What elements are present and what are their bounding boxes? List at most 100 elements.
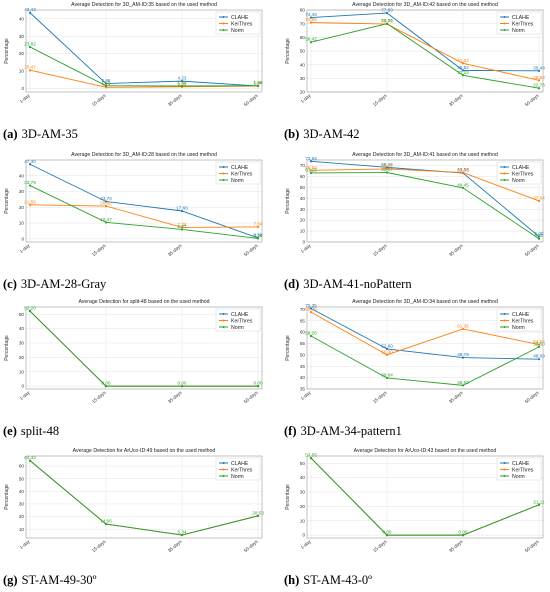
y-tick-label: 40 <box>19 489 25 494</box>
data-point <box>385 376 389 380</box>
data-label: 22.76 <box>533 83 545 88</box>
data-label: 28.53 <box>533 75 545 80</box>
x-tick-label: 35-days <box>167 538 183 553</box>
y-tick-label: 30 <box>300 490 306 495</box>
y-tick-label: 10 <box>19 69 25 74</box>
data-point <box>28 11 32 14</box>
y-tick-label: 40 <box>300 62 306 67</box>
y-tick-label: 20 <box>300 90 306 95</box>
figure-caption: (e) split-48 <box>3 424 59 439</box>
data-label: 10.47 <box>24 65 36 70</box>
legend-entry: Norm <box>512 28 525 34</box>
legend-marker <box>503 172 506 175</box>
series-line <box>29 185 259 239</box>
legend-marker <box>503 22 506 25</box>
y-axis-label: Percentage <box>4 188 10 214</box>
legend-marker <box>503 179 506 181</box>
chart-panel: Average Detection for ArUco-ID:43 based … <box>281 446 550 592</box>
chart-title: Average Detection for 3D_AM-ID:34 based … <box>352 299 498 305</box>
data-label: 0.58 <box>254 232 263 237</box>
data-point <box>104 221 108 224</box>
y-axis-label: Percentage <box>285 188 291 214</box>
legend-entry: CLAHE <box>512 461 530 467</box>
data-label: 73.84 <box>305 156 317 161</box>
data-label: 56.42 <box>305 37 317 42</box>
y-axis-label: Percentage <box>285 335 291 361</box>
data-point <box>385 353 389 356</box>
data-label: 69.71 <box>381 19 393 24</box>
y-axis-label: Percentage <box>4 38 10 64</box>
caption-text: ST-AM-43-0º <box>303 573 372 587</box>
y-tick-label: 20 <box>300 504 306 509</box>
legend-marker <box>503 29 506 31</box>
data-point <box>256 84 260 87</box>
data-point <box>28 184 32 187</box>
data-label: 23.70 <box>100 196 112 201</box>
x-tick-label: 35-days <box>448 538 464 553</box>
data-label: 47.30 <box>24 159 36 164</box>
y-tick-label: 60 <box>300 330 306 335</box>
y-tick-label: 30 <box>19 341 25 346</box>
data-label: 5.00 <box>535 231 544 236</box>
data-label: 49.45 <box>457 182 469 187</box>
chart-title: Average Detection for split-48 based on … <box>78 299 209 305</box>
caption-text: 3D-AM-35 <box>21 127 78 141</box>
y-tick-label: 10 <box>19 527 25 532</box>
chart-panel: Average Detection for 3D_AM-ID:34 based … <box>281 297 550 443</box>
data-point <box>461 356 465 359</box>
data-point <box>309 171 313 175</box>
data-label: 23.82 <box>24 41 36 46</box>
plot-area <box>25 9 263 93</box>
data-point <box>309 16 313 19</box>
data-point <box>309 21 313 24</box>
series-line <box>310 160 540 237</box>
data-label: 54.52 <box>533 339 545 344</box>
x-tick-label: 1-day <box>19 242 32 254</box>
data-point <box>537 87 541 90</box>
y-tick-label: 20 <box>19 51 25 56</box>
data-label: 1.55 <box>102 80 111 85</box>
data-label: 0.00 <box>254 381 263 386</box>
y-tick-label: 20 <box>19 514 25 519</box>
data-point <box>309 169 313 172</box>
legend-marker <box>222 179 225 181</box>
chart-panel: Average Detection for 3D_AM-ID:42 based … <box>281 0 550 146</box>
data-label: 63.06 <box>457 168 469 173</box>
legend-entry: CLAHE <box>512 15 530 21</box>
data-point <box>256 237 260 240</box>
y-axis-label: Percentage <box>4 335 10 361</box>
data-label: 17.66 <box>176 205 188 210</box>
x-tick-label: 35-days <box>448 92 464 107</box>
series-line <box>310 22 540 81</box>
data-label: 48.09 <box>533 354 545 359</box>
legend-entry: CLAHE <box>231 461 249 467</box>
data-point <box>180 385 184 388</box>
data-label: 50.00 <box>381 349 393 354</box>
data-point <box>537 69 541 72</box>
y-tick-label: 0 <box>21 384 24 389</box>
plot-area <box>25 159 263 243</box>
x-tick-label: 35-days <box>448 389 464 404</box>
caption-text: ST-AM-49-30º <box>21 573 97 587</box>
y-tick-label: 45 <box>300 364 306 369</box>
chart-title: Average Detection for 3D_AM-ID:41 based … <box>352 152 498 158</box>
series-line <box>310 172 540 240</box>
x-tick-label: 1-day <box>300 242 313 254</box>
x-tick-label: 1-day <box>300 389 313 401</box>
data-label: 36.59 <box>457 380 469 385</box>
y-tick-label: 10 <box>300 518 306 523</box>
y-tick-label: 30 <box>19 34 25 39</box>
caption-text: 3D-AM-28-Gray <box>20 277 107 291</box>
y-tick-label: 10 <box>19 369 25 374</box>
caption-label: (h) <box>284 573 300 587</box>
line-chart: Average Detection for 3D_AM-ID:35 based … <box>4 2 263 107</box>
x-tick-label: 15-days <box>372 538 388 553</box>
caption-label: (b) <box>284 127 300 141</box>
x-tick-label: 15-days <box>372 242 388 257</box>
x-tick-label: 1-day <box>19 92 32 104</box>
y-axis-label: Percentage <box>4 484 10 510</box>
figure-caption: (g) ST-AM-49-30º <box>3 573 97 588</box>
y-tick-label: 60 <box>300 174 306 179</box>
data-label: 58.26 <box>305 331 317 336</box>
